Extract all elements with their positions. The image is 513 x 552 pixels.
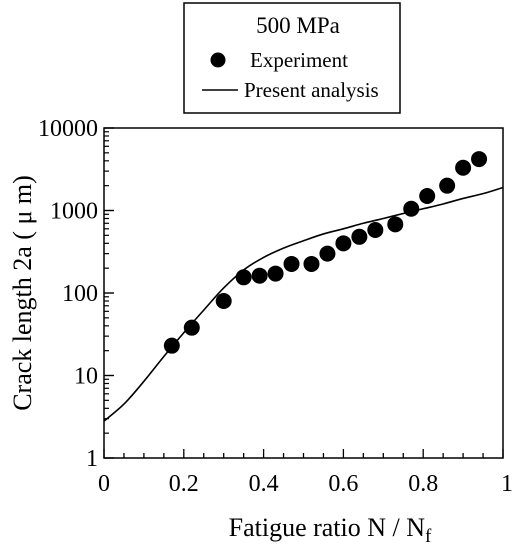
legend-marker-experiment — [210, 52, 226, 68]
experiment-point — [267, 265, 284, 282]
experiment-point — [319, 245, 336, 262]
x-tick-label: 0 — [98, 471, 110, 497]
y-tick-label: 10000 — [38, 116, 98, 142]
experiment-point — [235, 269, 252, 286]
analysis-series — [103, 186, 504, 422]
experiment-point — [419, 187, 436, 204]
y-tick-label: 1 — [86, 446, 98, 472]
experiment-point — [335, 235, 352, 252]
x-axis-title-subscript: f — [425, 526, 432, 547]
experiment-series — [163, 151, 488, 354]
legend-label-experiment: Experiment — [250, 48, 348, 72]
legend-label-analysis: Present analysis — [244, 78, 379, 102]
experiment-point — [183, 319, 200, 336]
legend-title: 500 MPa — [256, 13, 340, 38]
analysis-line — [103, 186, 504, 422]
y-tick-label: 100 — [62, 281, 98, 307]
y-axis-title: Crack length 2a ( μ m) — [8, 175, 37, 411]
y-tick-label: 10 — [74, 364, 98, 390]
experiment-point — [367, 222, 384, 239]
x-tick-label: 0.6 — [328, 471, 358, 497]
experiment-point — [471, 151, 488, 168]
plot-area-frame — [103, 127, 504, 459]
x-axis-title: Fatigue ratio N / Nf — [229, 513, 432, 547]
experiment-point — [215, 292, 232, 309]
experiment-point — [387, 216, 404, 233]
experiment-point — [283, 255, 300, 272]
x-axis-title-main: Fatigue ratio N / N — [229, 513, 426, 542]
x-tick-label: 1 — [501, 471, 513, 497]
experiment-point — [403, 200, 420, 217]
x-tick-label: 0.8 — [408, 471, 438, 497]
experiment-point — [303, 255, 320, 272]
x-tick-label: 0.2 — [169, 471, 199, 497]
experiment-point — [351, 228, 368, 245]
experiment-point — [455, 159, 472, 176]
experiment-point — [251, 267, 268, 284]
y-axis: 1 10 100 1000 10000 — [38, 116, 114, 472]
experiment-point — [163, 337, 180, 354]
legend: 500 MPa Experiment Present analysis — [183, 2, 401, 114]
y-tick-label: 1000 — [50, 199, 98, 225]
experiment-point — [439, 177, 456, 194]
x-axis: 0 0.2 0.4 0.6 0.8 1 — [98, 449, 513, 497]
x-tick-label: 0.4 — [249, 471, 279, 497]
